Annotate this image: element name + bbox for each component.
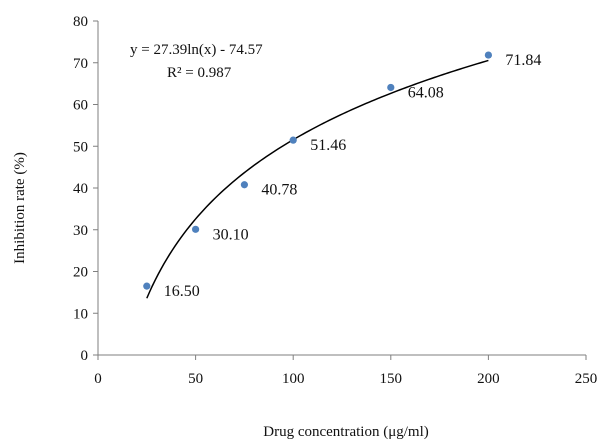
- x-tick-label: 200: [477, 371, 500, 387]
- trendline-r-squared: R² = 0.987: [167, 65, 232, 81]
- y-tick-label: 10: [73, 306, 88, 322]
- x-tick-label: 250: [575, 371, 598, 387]
- data-label: 64.08: [408, 84, 444, 101]
- y-tick-label: 30: [73, 223, 88, 239]
- y-tick-label: 40: [73, 181, 88, 197]
- trendline: [146, 59, 489, 299]
- data-label: 30.10: [213, 226, 249, 243]
- data-point: [192, 225, 200, 233]
- x-tick-label: 50: [188, 371, 203, 387]
- data-point: [289, 136, 297, 144]
- y-tick-label: 80: [73, 14, 88, 30]
- x-tick-label: 0: [94, 371, 102, 387]
- data-point: [240, 181, 248, 189]
- data-label: 51.46: [310, 137, 346, 154]
- y-axis-title: Inhibition rate (%): [12, 152, 28, 264]
- x-tick-label: 150: [380, 371, 403, 387]
- data-label: 16.50: [164, 283, 200, 300]
- x-axis-title: Drug concentration (μg/ml): [263, 424, 429, 440]
- y-axis-ticks: 0 10 20 30 40 50 60 70 80: [73, 14, 98, 364]
- data-label: 71.84: [505, 52, 541, 69]
- data-point: [484, 51, 492, 59]
- data-point: [143, 282, 151, 290]
- data-labels: 16.50 30.10 40.78 51.46 64.08 71.84: [164, 52, 542, 300]
- data-point: [387, 83, 395, 92]
- trendline-equation: y = 27.39ln(x) - 74.57: [130, 42, 263, 58]
- y-tick-label: 70: [73, 56, 88, 72]
- y-tick-label: 0: [81, 348, 89, 364]
- y-tick-label: 60: [73, 98, 88, 114]
- y-tick-label: 50: [73, 139, 88, 155]
- y-tick-label: 20: [73, 265, 88, 281]
- data-points: [143, 51, 492, 290]
- x-tick-label: 100: [282, 371, 305, 387]
- x-axis-ticks: 0 50 100 150 200 250: [94, 355, 597, 387]
- data-label: 40.78: [261, 182, 297, 199]
